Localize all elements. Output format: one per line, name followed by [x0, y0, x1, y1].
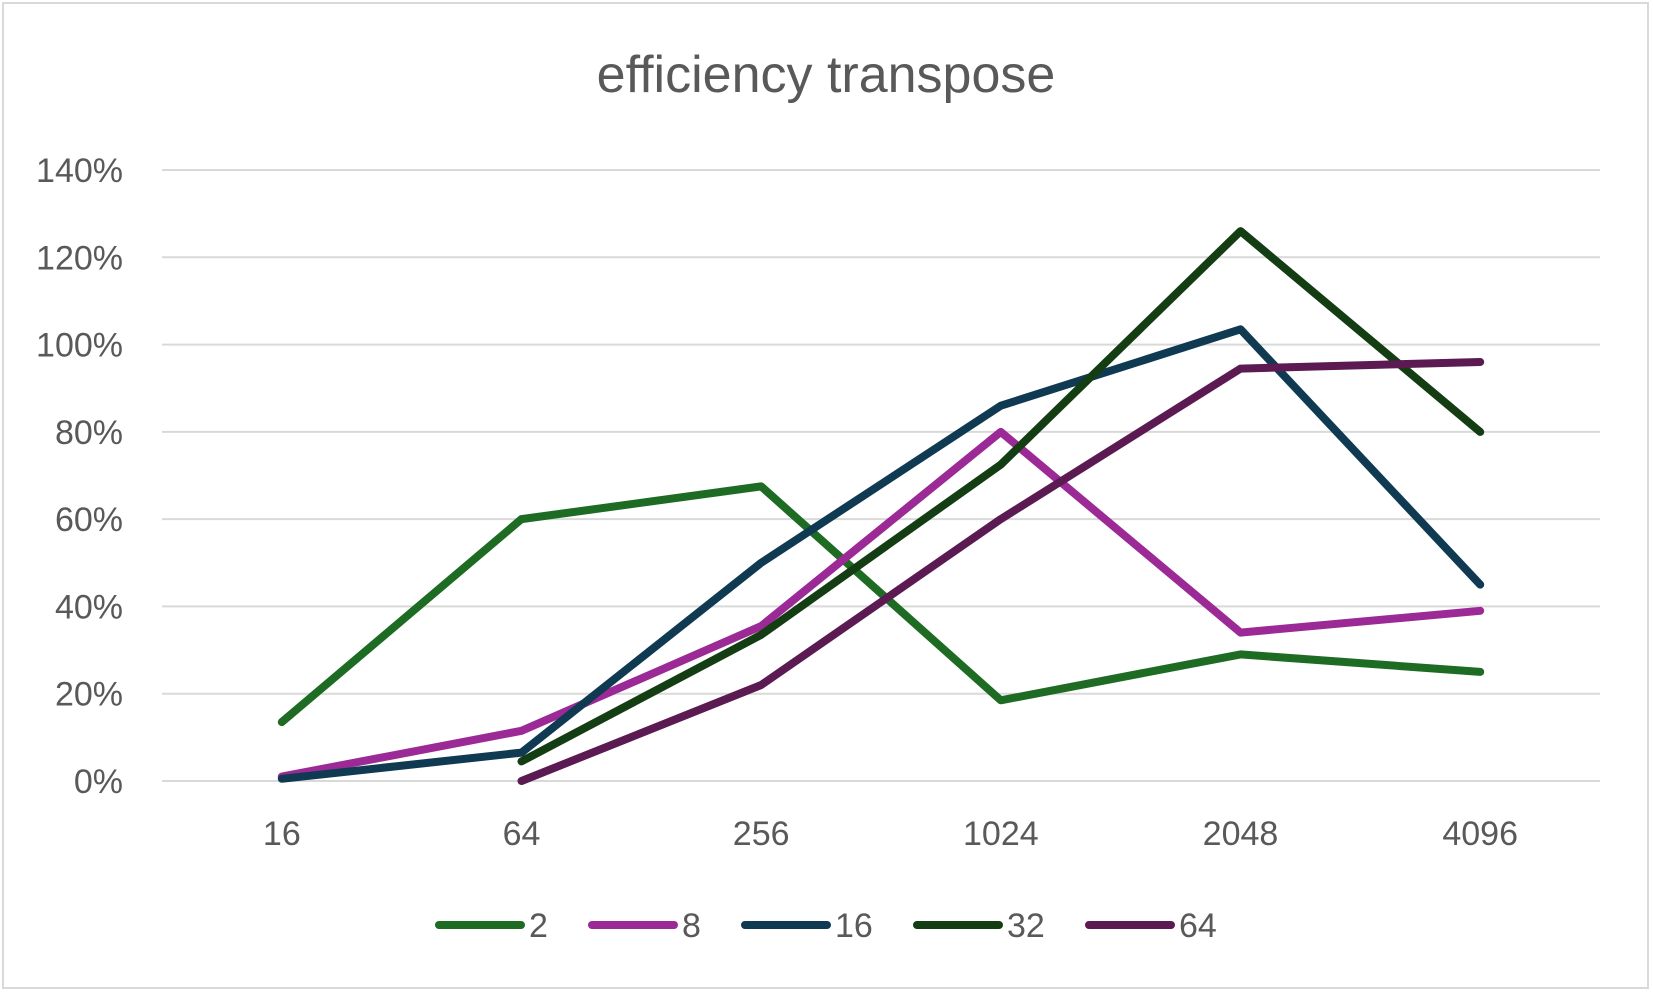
y-tick-label: 0% — [74, 763, 123, 801]
series-line-32 — [517, 227, 1485, 766]
y-tick-label: 120% — [36, 239, 123, 277]
series-line-8 — [277, 427, 1485, 781]
y-tick-label: 40% — [55, 588, 123, 626]
x-axis-ticks: 16 64 256 1024 2048 4096 — [263, 815, 1518, 853]
x-tick-label: 2048 — [1203, 815, 1279, 853]
chart-title: efficiency transpose — [597, 46, 1056, 104]
y-tick-label: 140% — [36, 152, 123, 190]
legend-item-16: 16 — [741, 907, 873, 945]
y-tick-label: 20% — [55, 676, 123, 714]
y-tick-label: 60% — [55, 501, 123, 539]
series-line-64 — [517, 358, 1485, 785]
x-tick-label: 16 — [263, 815, 301, 853]
series-line-2 — [277, 482, 1485, 727]
y-axis-ticks: 0% 20% 40% 60% 80% 100% 120% 140% — [36, 152, 123, 801]
legend-label: 64 — [1179, 907, 1217, 945]
legend-item-8: 8 — [588, 907, 701, 945]
legend-item-2: 2 — [435, 907, 548, 945]
x-tick-label: 1024 — [963, 815, 1039, 853]
x-tick-label: 64 — [503, 815, 541, 853]
legend-item-32: 32 — [913, 907, 1045, 945]
y-tick-label: 80% — [55, 414, 123, 452]
series-line-16 — [277, 325, 1485, 783]
gridlines — [162, 169, 1600, 782]
legend-label: 2 — [529, 907, 548, 945]
series-lines — [277, 227, 1485, 785]
legend-label: 16 — [835, 907, 873, 945]
x-tick-label: 4096 — [1442, 815, 1518, 853]
legend-item-64: 64 — [1085, 907, 1217, 945]
legend: 2 8 16 32 64 — [435, 907, 1217, 945]
legend-label: 8 — [682, 907, 701, 945]
x-tick-label: 256 — [733, 815, 790, 853]
legend-label: 32 — [1007, 907, 1045, 945]
y-tick-label: 100% — [36, 327, 123, 365]
